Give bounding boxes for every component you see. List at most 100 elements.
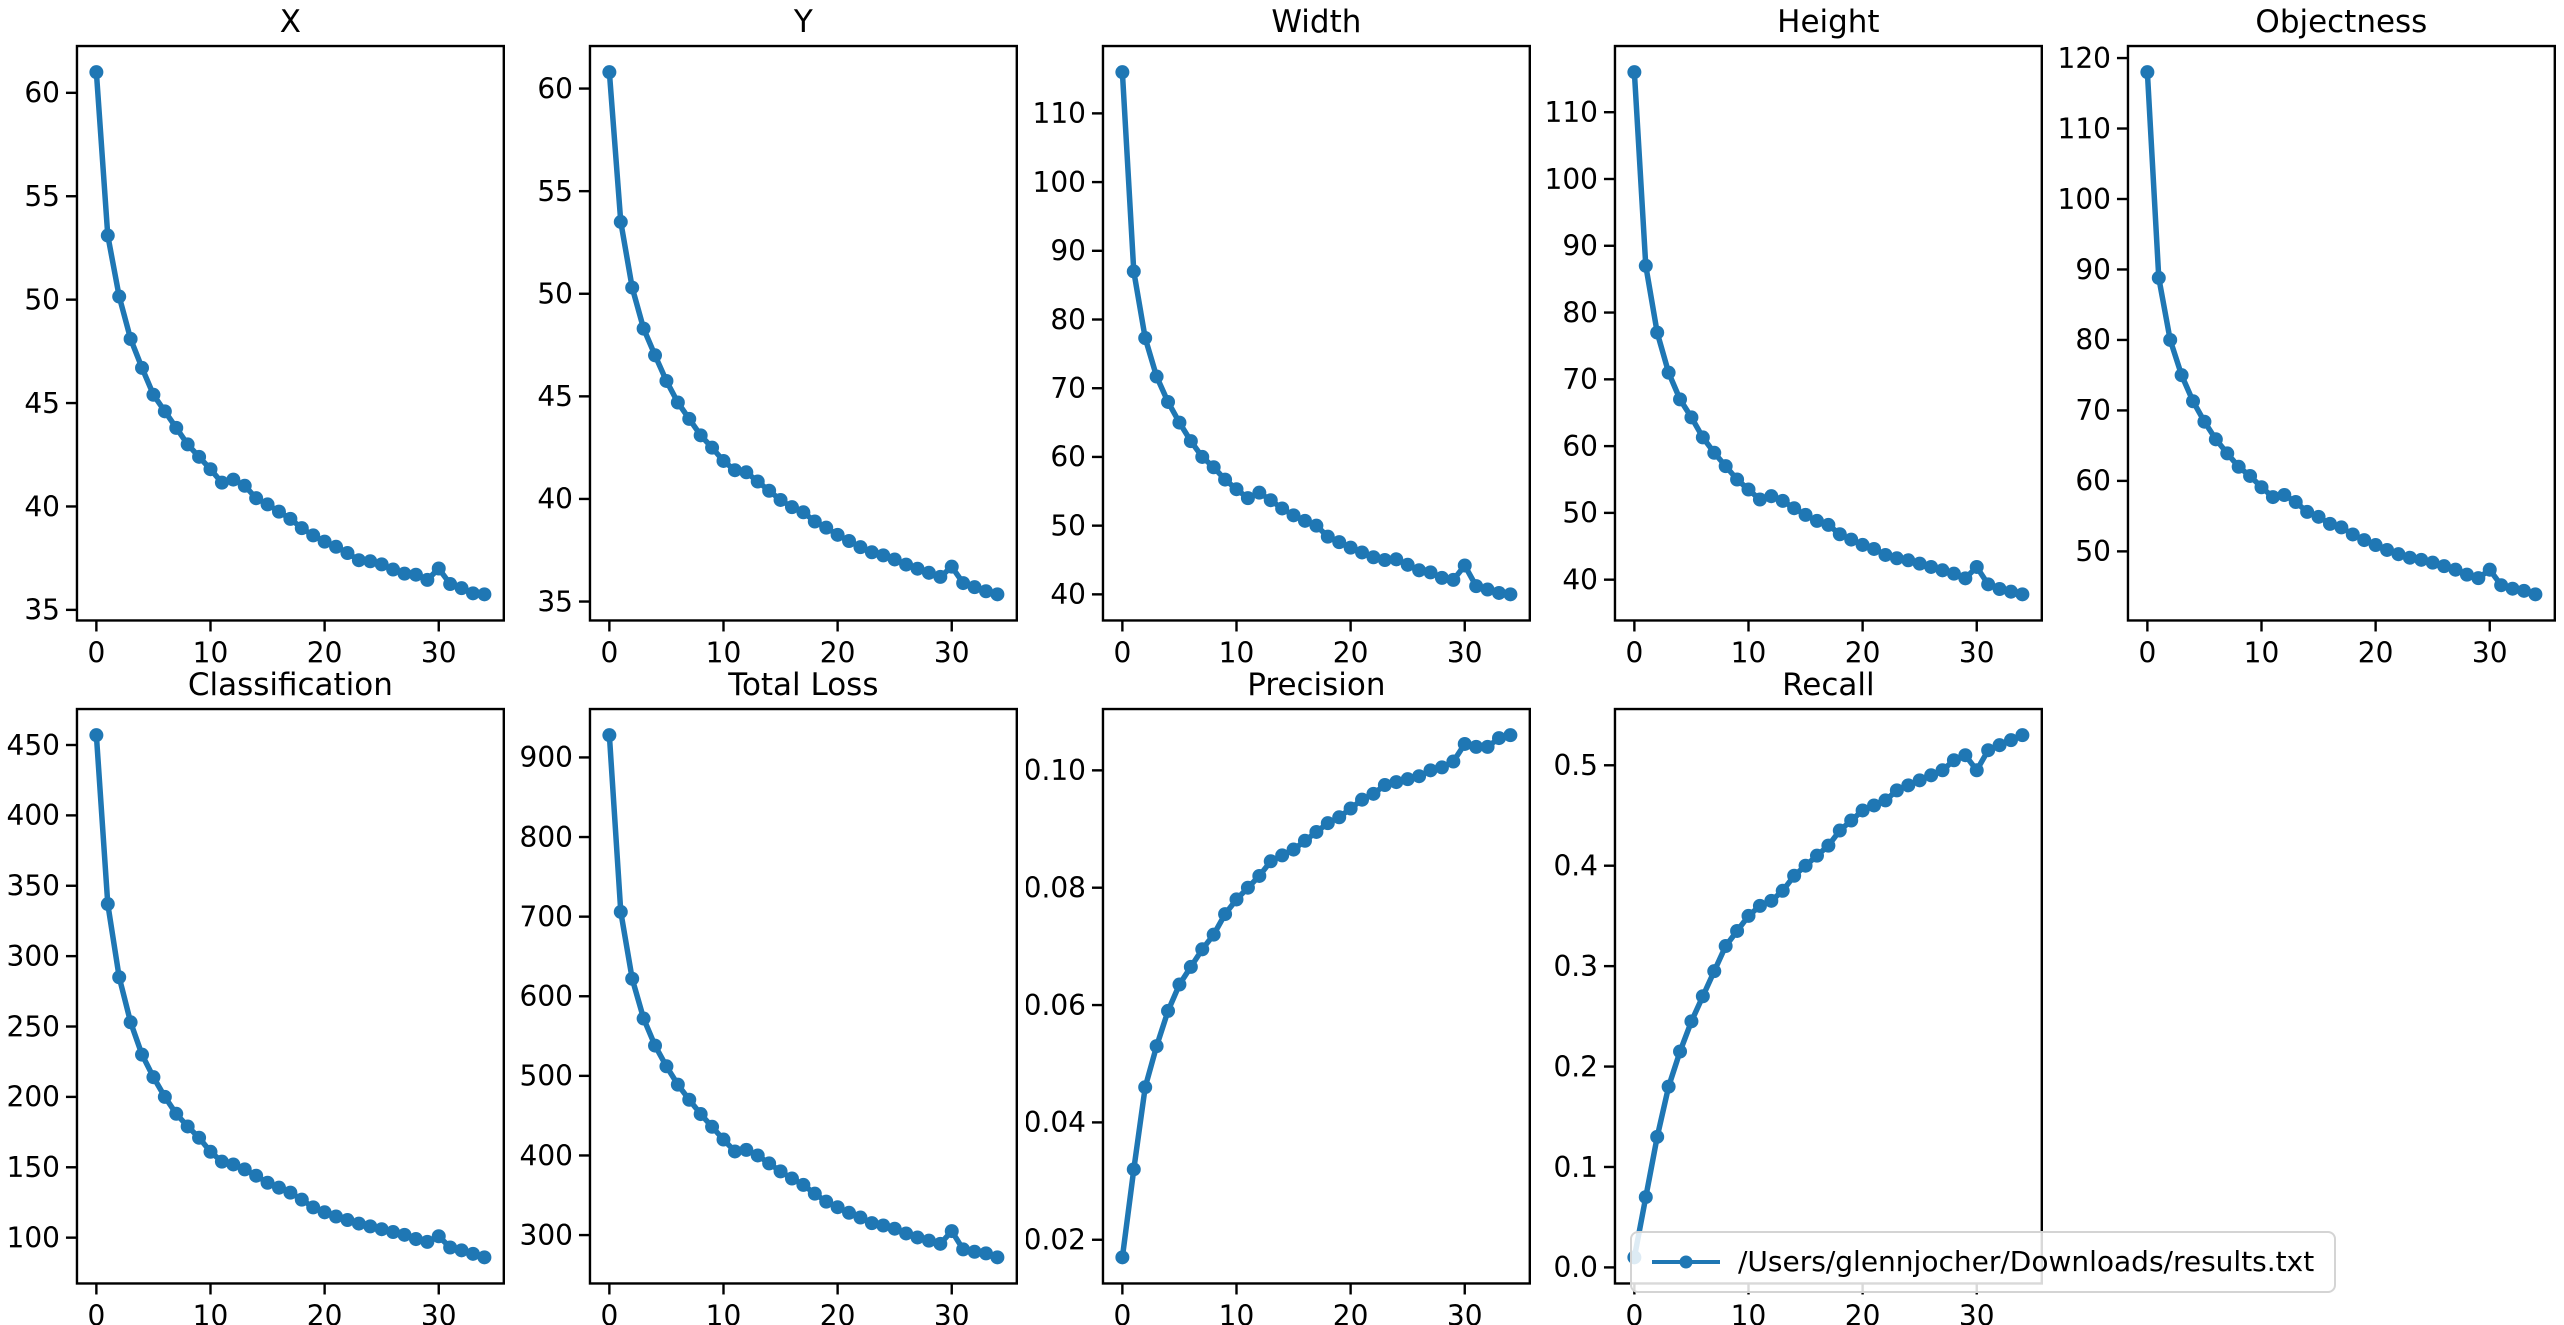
data-point-marker — [2460, 567, 2475, 582]
data-point-marker — [1366, 786, 1381, 801]
data-point-marker — [955, 576, 970, 591]
data-point-marker — [1935, 563, 1950, 578]
data-point-marker — [967, 1244, 982, 1259]
y-tick-label: 35 — [24, 594, 60, 627]
data-point-marker — [2209, 432, 2224, 447]
data-point-marker — [89, 727, 104, 742]
data-point-marker — [2368, 538, 2383, 553]
axes-frame — [2126, 44, 2557, 622]
data-point-marker — [933, 569, 948, 584]
x-tick-label: 30 — [421, 636, 457, 662]
data-point-marker — [420, 572, 435, 587]
y-tick-label: 45 — [537, 380, 573, 413]
x-tick-label: 30 — [1959, 1299, 1995, 1325]
y-tick-label: 0.08 — [1026, 871, 1086, 904]
data-point-marker — [374, 557, 389, 572]
x-tick-label: 30 — [934, 1299, 970, 1325]
data-point-marker — [990, 587, 1005, 602]
data-point-marker — [887, 1221, 902, 1236]
data-point-marker — [100, 228, 115, 243]
data-point-marker — [944, 559, 959, 574]
data-point-marker — [1730, 923, 1745, 938]
data-point-marker — [2186, 394, 2201, 409]
data-point-marker — [2174, 368, 2189, 383]
x-tick-label: 0 — [87, 1299, 105, 1325]
data-point-marker — [1263, 853, 1278, 868]
y-tick-label: 800 — [519, 820, 572, 853]
data-point-marker — [1890, 782, 1905, 797]
y-tick-label: 50 — [1563, 497, 1599, 530]
data-point-marker — [761, 483, 776, 498]
data-point-marker — [465, 1246, 480, 1261]
y-tick-label: 100 — [1545, 163, 1598, 196]
data-point-marker — [2311, 509, 2326, 524]
data-point-marker — [465, 586, 480, 601]
data-point-marker — [1468, 579, 1483, 594]
y-tick-label: 0.2 — [1554, 1050, 1599, 1083]
data-point-marker — [864, 545, 879, 560]
data-point-marker — [693, 1106, 708, 1121]
data-point-marker — [1981, 742, 1996, 757]
subplot-title: Recall — [1783, 667, 1875, 703]
x-tick-label: 20 — [820, 636, 856, 662]
data-point-marker — [2163, 332, 2178, 347]
chart-canvas: Width 40 50 60 70 80 90 100 110 0 10 20 30 — [1032, 4, 1531, 663]
data-point-marker — [157, 404, 172, 419]
x-tick-label: 0 — [1113, 636, 1131, 662]
x-tick-label: 0 — [1113, 1299, 1131, 1325]
y-tick-label: 60 — [2076, 465, 2112, 498]
data-point-marker — [1821, 838, 1836, 853]
data-point-marker — [1719, 938, 1734, 953]
y-tick-label: 40 — [1050, 578, 1086, 611]
axes-frame — [75, 44, 505, 622]
data-point-marker — [112, 969, 127, 984]
data-point-marker — [271, 1180, 286, 1195]
subplot-classification: Classification 100 150 200 250 300 350 400 450 0 1… — [0, 663, 513, 1325]
data-point-marker — [329, 1209, 344, 1224]
data-point-marker — [1251, 868, 1266, 883]
data-point-marker — [2437, 559, 2452, 574]
data-point-marker — [1343, 540, 1358, 555]
data-point-marker — [1856, 802, 1871, 817]
x-tick-label: 20 — [1332, 636, 1368, 662]
data-point-marker — [750, 1147, 765, 1162]
data-point-marker — [1388, 552, 1403, 567]
data-point-marker — [260, 497, 275, 512]
loss-curve — [2144, 69, 2539, 598]
data-point-marker — [1411, 563, 1426, 578]
y-tick-label: 55 — [537, 175, 573, 208]
subplot-objectness: Objectness 50 60 70 80 90 100 110 120 0 10 20 30 — [2051, 0, 2564, 663]
data-point-marker — [1741, 482, 1756, 497]
data-point-marker — [819, 520, 834, 535]
data-point-marker — [1901, 553, 1916, 568]
x-tick-label: 10 — [1218, 1299, 1254, 1325]
chart-canvas: Height 40 50 60 70 80 90 100 110 0 10 20 30 — [1545, 4, 2044, 663]
y-tick-label: 120 — [2058, 42, 2111, 75]
data-point-marker — [420, 1234, 435, 1249]
data-point-marker — [898, 557, 913, 572]
data-point-marker — [123, 1014, 138, 1029]
data-point-marker — [670, 395, 685, 410]
subplot-title: Objectness — [2256, 4, 2428, 40]
data-point-marker — [1126, 1161, 1141, 1176]
x-tick-label: 10 — [1218, 636, 1254, 662]
data-point-marker — [2140, 65, 2155, 80]
data-point-marker — [2345, 527, 2360, 542]
y-tick-label: 110 — [1545, 96, 1598, 129]
data-point-marker — [784, 1171, 799, 1186]
data-point-marker — [2414, 552, 2429, 567]
chart-canvas: X 35 40 45 50 55 60 0 10 20 30 — [24, 4, 505, 663]
data-point-marker — [226, 1156, 241, 1171]
subplot-total-loss: Total Loss 300 400 500 600 700 800 900 0 10 20 30 — [513, 663, 1026, 1325]
data-point-marker — [294, 521, 309, 536]
data-point-marker — [1160, 1003, 1175, 1018]
data-point-marker — [329, 539, 344, 554]
y-tick-label: 50 — [537, 278, 573, 311]
data-point-marker — [613, 904, 628, 919]
data-point-marker — [100, 896, 115, 911]
data-point-marker — [283, 1185, 298, 1200]
data-point-marker — [2391, 547, 2406, 562]
data-point-marker — [602, 727, 617, 742]
data-point-marker — [1400, 771, 1415, 786]
data-point-marker — [727, 463, 742, 478]
